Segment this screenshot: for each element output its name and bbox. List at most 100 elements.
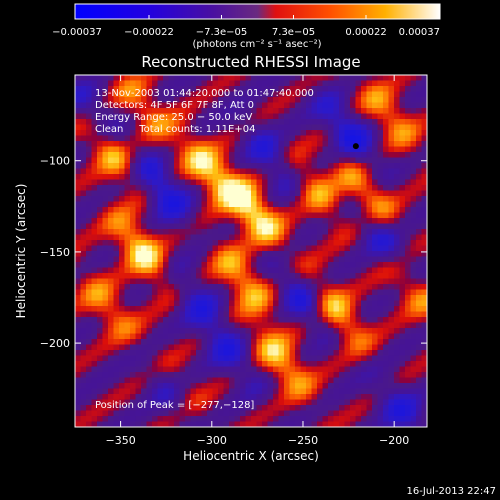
heatmap-cell bbox=[366, 278, 373, 285]
heatmap-cell bbox=[394, 377, 401, 384]
heatmap-cell bbox=[218, 372, 225, 379]
heatmap-cell bbox=[366, 333, 373, 340]
heatmap-cell bbox=[152, 229, 159, 236]
heatmap-cell bbox=[416, 234, 423, 241]
heatmap-cell bbox=[278, 207, 285, 214]
heatmap-cell bbox=[366, 355, 373, 362]
heatmap-cell bbox=[75, 119, 82, 126]
heatmap-cell bbox=[322, 394, 329, 401]
heatmap-cell bbox=[262, 152, 269, 159]
heatmap-cell bbox=[333, 372, 340, 379]
heatmap-cell bbox=[86, 300, 93, 307]
heatmap-cell bbox=[229, 339, 236, 346]
heatmap-cell bbox=[300, 130, 307, 137]
heatmap-cell bbox=[207, 350, 214, 357]
heatmap-cell bbox=[113, 185, 120, 192]
heatmap-cell bbox=[328, 201, 335, 208]
heatmap-cell bbox=[295, 124, 302, 131]
heatmap-cell bbox=[135, 256, 142, 263]
heatmap-cell bbox=[278, 196, 285, 203]
heatmap-cell bbox=[212, 278, 219, 285]
heatmap-cell bbox=[399, 207, 406, 214]
heatmap-cell bbox=[212, 284, 219, 291]
heatmap-cell bbox=[273, 410, 280, 417]
heatmap-cell bbox=[196, 322, 203, 329]
heatmap-cell bbox=[322, 355, 329, 362]
heatmap-cell bbox=[212, 388, 219, 395]
heatmap-cell bbox=[383, 185, 390, 192]
heatmap-cell bbox=[339, 383, 346, 390]
heatmap-cell bbox=[394, 361, 401, 368]
heatmap-cell bbox=[317, 102, 324, 109]
heatmap-cell bbox=[410, 377, 417, 384]
heatmap-cell bbox=[124, 240, 131, 247]
heatmap-cell bbox=[339, 399, 346, 406]
heatmap-cell bbox=[229, 163, 236, 170]
heatmap-cell bbox=[300, 141, 307, 148]
heatmap-cell bbox=[416, 267, 423, 274]
heatmap-cell bbox=[91, 421, 98, 427]
heatmap-cell bbox=[405, 124, 412, 131]
heatmap-cell bbox=[212, 86, 219, 93]
heatmap-cell bbox=[355, 152, 362, 159]
heatmap-cell bbox=[251, 410, 258, 417]
heatmap-cell bbox=[328, 295, 335, 302]
heatmap-cell bbox=[119, 75, 126, 82]
heatmap-cell bbox=[344, 262, 351, 269]
heatmap-cell bbox=[262, 311, 269, 318]
heatmap-cell bbox=[405, 394, 412, 401]
heatmap-cell bbox=[240, 223, 247, 230]
heatmap-cell bbox=[410, 416, 417, 423]
heatmap-cell bbox=[333, 344, 340, 351]
heatmap-cell bbox=[388, 333, 395, 340]
heatmap-cell bbox=[399, 289, 406, 296]
heatmap-cell bbox=[278, 240, 285, 247]
heatmap-cell bbox=[157, 174, 164, 181]
heatmap-cell bbox=[196, 366, 203, 373]
heatmap-cell bbox=[328, 229, 335, 236]
heatmap-cell bbox=[86, 201, 93, 208]
heatmap-cell bbox=[157, 141, 164, 148]
heatmap-cell bbox=[146, 97, 153, 104]
heatmap-cell bbox=[251, 119, 258, 126]
heatmap-cell bbox=[196, 339, 203, 346]
heatmap-cell bbox=[410, 124, 417, 131]
heatmap-cell bbox=[196, 245, 203, 252]
heatmap-cell bbox=[372, 245, 379, 252]
heatmap-cell bbox=[185, 179, 192, 186]
heatmap-cell bbox=[317, 135, 324, 142]
heatmap-cell bbox=[207, 328, 214, 335]
heatmap-cell bbox=[113, 86, 120, 93]
heatmap-cell bbox=[339, 190, 346, 197]
heatmap-cell bbox=[394, 152, 401, 159]
heatmap-cell bbox=[124, 80, 131, 87]
heatmap-cell bbox=[394, 306, 401, 313]
heatmap-cell bbox=[245, 350, 252, 357]
heatmap-cell bbox=[317, 372, 324, 379]
heatmap-cell bbox=[157, 399, 164, 406]
heatmap-cell bbox=[344, 295, 351, 302]
heatmap-cell bbox=[416, 168, 423, 175]
heatmap-cell bbox=[289, 339, 296, 346]
heatmap-cell bbox=[295, 322, 302, 329]
heatmap-cell bbox=[146, 366, 153, 373]
heatmap-cell bbox=[108, 322, 115, 329]
heatmap-cell bbox=[119, 91, 126, 98]
heatmap-cell bbox=[317, 234, 324, 241]
heatmap-cell bbox=[339, 130, 346, 137]
heatmap-cell bbox=[163, 86, 170, 93]
heatmap-cell bbox=[240, 284, 247, 291]
heatmap-cell bbox=[361, 113, 368, 120]
heatmap-cell bbox=[201, 306, 208, 313]
heatmap-cell bbox=[234, 91, 241, 98]
heatmap-cell bbox=[234, 251, 241, 258]
heatmap-cell bbox=[421, 361, 427, 368]
heatmap-cell bbox=[86, 119, 93, 126]
heatmap-cell bbox=[295, 168, 302, 175]
heatmap-cell bbox=[317, 377, 324, 384]
heatmap-cell bbox=[179, 119, 186, 126]
heatmap-cell bbox=[146, 278, 153, 285]
heatmap-cell bbox=[339, 212, 346, 219]
heatmap-cell bbox=[311, 355, 318, 362]
heatmap-cell bbox=[333, 300, 340, 307]
